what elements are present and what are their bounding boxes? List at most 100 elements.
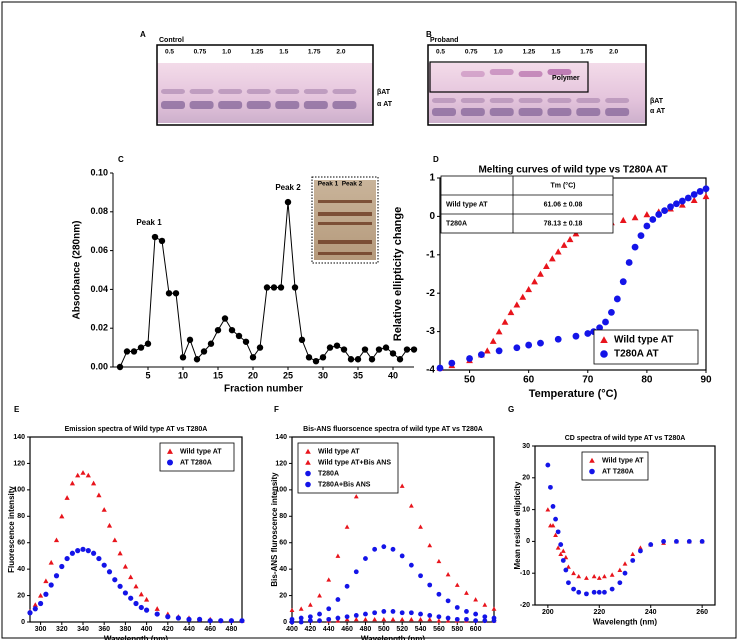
inset-label: Peak 1 bbox=[318, 181, 339, 188]
data-point bbox=[122, 563, 128, 569]
data-point bbox=[591, 589, 597, 595]
panel-label: G bbox=[508, 405, 514, 414]
data-point bbox=[550, 504, 556, 509]
inset-band bbox=[318, 222, 372, 225]
data-point bbox=[543, 262, 550, 270]
data-point bbox=[418, 611, 423, 617]
data-point bbox=[427, 616, 433, 622]
data-point bbox=[344, 524, 350, 529]
gel-band bbox=[547, 108, 572, 116]
data-point bbox=[427, 612, 433, 618]
data-point bbox=[144, 596, 150, 602]
y-tick-label: 40 bbox=[279, 566, 287, 573]
data-point bbox=[553, 532, 558, 537]
legend-marker bbox=[305, 448, 311, 454]
data-point bbox=[361, 346, 369, 353]
data-point bbox=[200, 348, 208, 355]
data-point bbox=[154, 611, 160, 617]
lane-label: 1.75 bbox=[308, 49, 321, 56]
data-point bbox=[464, 590, 469, 595]
data-point bbox=[137, 344, 145, 351]
data-point bbox=[353, 494, 359, 499]
panel-label: F bbox=[274, 405, 279, 414]
x-tick-label: 60 bbox=[523, 375, 535, 386]
y-tick-label: 10 bbox=[522, 506, 530, 513]
data-point bbox=[613, 295, 621, 303]
lane-label: 1.5 bbox=[279, 49, 288, 56]
data-point bbox=[399, 553, 405, 559]
gel-band bbox=[189, 89, 214, 94]
data-point bbox=[436, 591, 442, 597]
data-point bbox=[491, 615, 497, 621]
data-point bbox=[307, 618, 313, 624]
x-tick-label: 35 bbox=[353, 370, 363, 380]
data-point bbox=[655, 211, 663, 218]
data-point bbox=[207, 618, 213, 624]
data-point bbox=[32, 606, 38, 612]
data-point bbox=[64, 495, 70, 500]
x-tick-label: 240 bbox=[645, 609, 657, 616]
data-point bbox=[630, 558, 636, 563]
inset-band bbox=[318, 240, 372, 244]
data-point bbox=[464, 616, 469, 622]
data-point bbox=[363, 616, 368, 622]
data-point bbox=[661, 207, 669, 215]
data-point bbox=[235, 332, 243, 340]
data-point bbox=[571, 586, 576, 592]
data-point bbox=[489, 337, 497, 344]
data-point bbox=[495, 347, 503, 355]
data-point bbox=[53, 537, 60, 543]
band-label: α AT bbox=[377, 101, 393, 108]
y-tick-label: 0 bbox=[429, 211, 435, 222]
data-point bbox=[648, 542, 654, 547]
data-point bbox=[638, 545, 643, 550]
data-point bbox=[335, 615, 341, 621]
x-tick-label: 300 bbox=[35, 626, 47, 633]
data-point bbox=[560, 548, 566, 553]
data-point bbox=[122, 590, 128, 596]
data-point bbox=[678, 197, 686, 205]
y-tick-label: -1 bbox=[426, 249, 435, 260]
data-point bbox=[207, 340, 215, 347]
y-tick-label: 80 bbox=[279, 513, 287, 520]
data-point bbox=[563, 567, 569, 573]
data-point bbox=[617, 580, 623, 586]
x-tick-label: 50 bbox=[464, 375, 476, 386]
data-point bbox=[525, 285, 533, 293]
y-tick-label: 100 bbox=[275, 487, 287, 494]
data-point bbox=[43, 578, 49, 584]
data-point bbox=[69, 480, 75, 486]
data-point bbox=[128, 595, 134, 601]
data-point bbox=[482, 602, 488, 607]
x-axis-label: Temperature (°C) bbox=[529, 388, 618, 400]
data-point bbox=[545, 507, 551, 512]
data-point bbox=[106, 522, 113, 528]
x-tick-label: 420 bbox=[162, 626, 174, 633]
gel-band bbox=[489, 108, 514, 116]
data-point bbox=[548, 255, 556, 262]
legend-box bbox=[297, 442, 399, 494]
data-point bbox=[454, 582, 460, 587]
data-point bbox=[48, 582, 54, 588]
y-tick-label: 0 bbox=[526, 538, 530, 545]
data-point bbox=[363, 611, 368, 617]
data-point bbox=[572, 332, 580, 340]
legend-label: Wild type AT+Bis ANS bbox=[318, 459, 391, 466]
gel-band bbox=[332, 89, 357, 94]
data-point bbox=[106, 569, 113, 575]
panel-label: D bbox=[433, 155, 439, 164]
table-cell: 61.06 ± 0.08 bbox=[544, 201, 583, 208]
data-point bbox=[674, 539, 679, 544]
y-tick-label: 20 bbox=[522, 475, 530, 482]
data-point bbox=[519, 293, 527, 300]
gel-band bbox=[303, 89, 328, 94]
data-point bbox=[96, 492, 102, 498]
data-point bbox=[218, 618, 224, 624]
gel-band bbox=[332, 101, 357, 109]
data-point bbox=[638, 548, 643, 554]
gel-band bbox=[161, 89, 185, 94]
legend-label: Wild type AT bbox=[318, 448, 360, 455]
data-point bbox=[591, 573, 597, 579]
legend-box bbox=[581, 451, 649, 481]
data-point bbox=[59, 563, 65, 570]
